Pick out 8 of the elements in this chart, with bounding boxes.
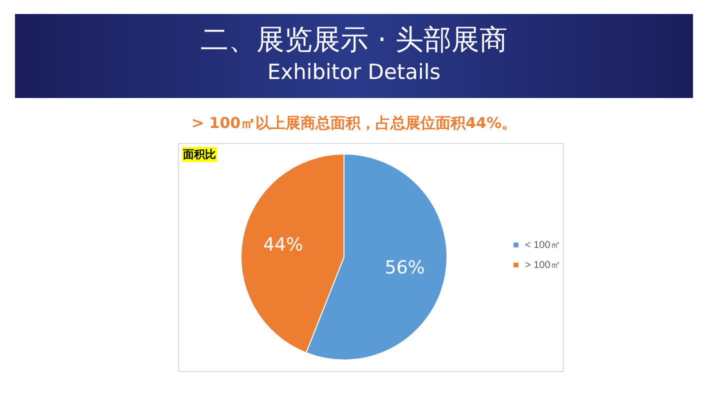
text: > 100㎡以上展商总面积，占总展位面积44%。 <box>190 114 518 133</box>
text: Exhibitor Details <box>266 59 442 86</box>
legend-label: < 100㎡ <box>525 240 560 251</box>
chart-title: 面积比 <box>182 147 217 162</box>
data-label: 56% <box>384 258 425 279</box>
legend-label: > 100㎡ <box>525 260 560 271</box>
data-label: 44% <box>263 234 304 256</box>
text: 二、展览展示 · 头部展商 <box>200 22 508 58</box>
